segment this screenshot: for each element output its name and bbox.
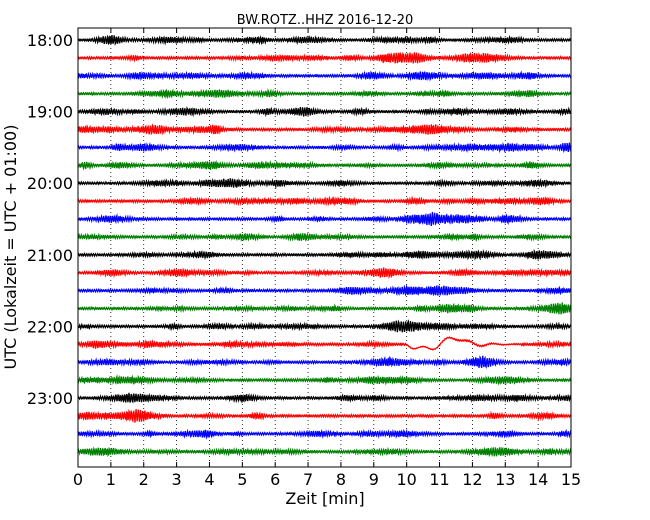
x-tick-label: 2 bbox=[139, 470, 149, 489]
chart-title: BW.ROTZ..HHZ 2016-12-20 bbox=[237, 13, 413, 28]
x-tick-label: 15 bbox=[561, 470, 581, 489]
y-tick-label: 19:00 bbox=[27, 103, 73, 122]
seismic-trace bbox=[77, 232, 572, 243]
seismic-trace bbox=[77, 159, 572, 171]
seismic-trace bbox=[77, 428, 572, 440]
seismic-trace bbox=[77, 374, 572, 386]
seismic-trace bbox=[77, 195, 572, 207]
x-tick-label: 3 bbox=[172, 470, 182, 489]
traces bbox=[77, 34, 572, 458]
seismic-trace bbox=[77, 70, 572, 82]
seismic-trace bbox=[77, 302, 572, 315]
seismic-trace bbox=[77, 392, 572, 404]
x-tick-label: 4 bbox=[204, 470, 214, 489]
x-tick-label: 8 bbox=[336, 470, 346, 489]
seismic-trace bbox=[77, 177, 572, 189]
x-tick-label: 1 bbox=[106, 470, 116, 489]
x-tick-label: 5 bbox=[237, 470, 247, 489]
y-tick-label: 21:00 bbox=[27, 246, 73, 265]
y-tick-label: 18:00 bbox=[27, 31, 73, 50]
seismic-trace bbox=[77, 336, 572, 351]
x-axis-label: Zeit [min] bbox=[285, 489, 364, 508]
seismic-trace bbox=[77, 88, 572, 100]
x-tick-label: 14 bbox=[528, 470, 548, 489]
y-tick-label: 23:00 bbox=[27, 389, 73, 408]
y-tick-label: 20:00 bbox=[27, 174, 73, 193]
seismic-trace bbox=[77, 446, 572, 458]
axis-ticks: 0 1 2 3 4 5 6 7 8 9 10 11 12 13 14 1518:0019:0020:0021:… bbox=[27, 28, 581, 489]
seismic-trace bbox=[77, 408, 572, 424]
seismic-trace bbox=[77, 211, 572, 227]
seismic-trace bbox=[77, 123, 572, 136]
seismic-trace bbox=[77, 319, 572, 333]
x-tick-label: 13 bbox=[495, 470, 515, 489]
seismic-trace bbox=[77, 142, 572, 154]
x-tick-label: 9 bbox=[369, 470, 379, 489]
x-tick-label: 0 bbox=[73, 470, 83, 489]
x-tick-label: 11 bbox=[429, 470, 449, 489]
seismic-trace bbox=[77, 284, 572, 297]
x-tick-label: 7 bbox=[303, 470, 313, 489]
plot-frame bbox=[77, 27, 572, 468]
seismic-trace bbox=[77, 267, 572, 280]
seismic-trace bbox=[77, 106, 572, 118]
y-tick-label: 22:00 bbox=[27, 317, 73, 336]
x-tick-label: 12 bbox=[462, 470, 482, 489]
x-tick-label: 6 bbox=[270, 470, 280, 489]
x-tick-label: 10 bbox=[396, 470, 416, 489]
seismic-trace bbox=[77, 34, 572, 47]
y-axis-label: UTC (Lokalzeit = UTC + 01:00) bbox=[1, 125, 20, 370]
seismic-trace bbox=[77, 51, 572, 64]
seismic-trace bbox=[77, 355, 572, 370]
seismic-trace bbox=[77, 248, 572, 261]
